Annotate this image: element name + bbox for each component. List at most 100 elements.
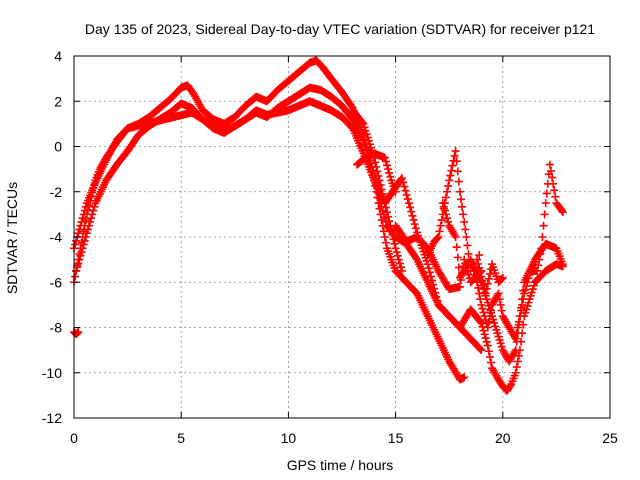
data-point xyxy=(536,249,545,258)
y-tick-label: -4 xyxy=(50,229,63,245)
data-point xyxy=(558,208,567,217)
data-point xyxy=(419,247,428,256)
data-point xyxy=(433,296,442,305)
data-point xyxy=(407,207,416,216)
data-point xyxy=(538,233,547,241)
data-point xyxy=(443,214,452,223)
data-point xyxy=(423,260,432,269)
data-point xyxy=(485,352,494,361)
data-point xyxy=(487,306,496,315)
data-point xyxy=(551,192,560,201)
data-point xyxy=(477,272,486,281)
data-point xyxy=(81,202,90,211)
data-point xyxy=(512,363,521,372)
data-point xyxy=(535,255,544,264)
data-point xyxy=(490,318,499,327)
data-point xyxy=(477,346,486,355)
data-point xyxy=(425,268,434,277)
data-point xyxy=(85,221,94,230)
data-point xyxy=(363,133,372,142)
data-point xyxy=(395,259,404,268)
data-point xyxy=(409,215,418,224)
data-point xyxy=(460,373,469,382)
data-point xyxy=(466,255,475,264)
x-tick-label: 15 xyxy=(388,430,404,446)
data-point xyxy=(541,199,550,208)
data-point xyxy=(360,123,369,132)
data-point xyxy=(497,274,506,283)
data-point xyxy=(82,229,91,238)
x-tick-label: 10 xyxy=(281,430,297,446)
data-point xyxy=(542,189,551,198)
data-point xyxy=(75,225,84,234)
series-trace-10 xyxy=(353,149,400,196)
data-point xyxy=(479,326,488,335)
data-point xyxy=(521,285,530,294)
data-point xyxy=(394,255,403,264)
series-trace-11 xyxy=(70,328,83,339)
data-point xyxy=(384,212,393,221)
data-point xyxy=(391,244,400,253)
data-point xyxy=(76,221,85,230)
data-point xyxy=(460,255,469,264)
data-point xyxy=(460,217,469,226)
data-point xyxy=(487,358,496,367)
data-point xyxy=(482,295,491,304)
data-point xyxy=(453,167,462,176)
data-point xyxy=(455,282,464,291)
data-point xyxy=(437,216,446,225)
data-point xyxy=(379,227,388,236)
data-point xyxy=(392,248,401,257)
data-point xyxy=(399,178,408,187)
data-point xyxy=(375,176,384,185)
data-point xyxy=(359,119,368,128)
data-point xyxy=(444,217,453,226)
data-point xyxy=(463,241,472,250)
data-point xyxy=(515,312,524,321)
data-point xyxy=(371,158,380,167)
data-point xyxy=(491,322,500,331)
y-tick-label: -6 xyxy=(50,274,63,290)
data-point xyxy=(455,187,464,196)
y-axis-title: SDTVAR / TECUs xyxy=(4,182,20,294)
data-point xyxy=(383,208,392,217)
data-point xyxy=(429,280,438,289)
y-tick-label: -12 xyxy=(42,410,62,426)
data-point xyxy=(450,151,459,160)
data-point xyxy=(388,230,397,239)
data-point xyxy=(528,285,537,294)
data-point xyxy=(461,225,470,234)
data-point xyxy=(461,259,470,268)
data-point xyxy=(440,199,449,208)
data-point xyxy=(462,233,471,241)
data-point xyxy=(384,165,393,174)
chart-title: Day 135 of 2023, Sidereal Day-to-day VTE… xyxy=(85,21,595,37)
data-point xyxy=(452,243,461,252)
series-trace-1 xyxy=(70,56,469,384)
series-trace-8 xyxy=(391,221,486,294)
data-point xyxy=(398,174,407,183)
x-tick-label: 0 xyxy=(70,430,78,446)
y-tick-label: -10 xyxy=(42,365,62,381)
data-point xyxy=(74,328,83,337)
x-tick-labels: 0 5 10 15 20 25 xyxy=(70,430,618,446)
y-tick-label: 0 xyxy=(54,139,62,155)
data-point xyxy=(492,272,501,281)
data-point xyxy=(483,279,492,288)
data-point xyxy=(498,273,507,282)
data-point xyxy=(381,157,390,166)
series-trace-5 xyxy=(438,199,567,366)
data-point xyxy=(537,244,546,253)
data-point xyxy=(74,259,83,268)
data-point xyxy=(523,302,532,311)
data-point xyxy=(478,276,487,285)
y-tick-label: 2 xyxy=(54,93,62,109)
data-point xyxy=(484,302,493,311)
data-point xyxy=(524,274,533,283)
data-point xyxy=(484,274,493,283)
data-point xyxy=(79,240,88,249)
data-point xyxy=(477,300,486,309)
data-point xyxy=(456,195,465,204)
data-point xyxy=(497,342,506,351)
